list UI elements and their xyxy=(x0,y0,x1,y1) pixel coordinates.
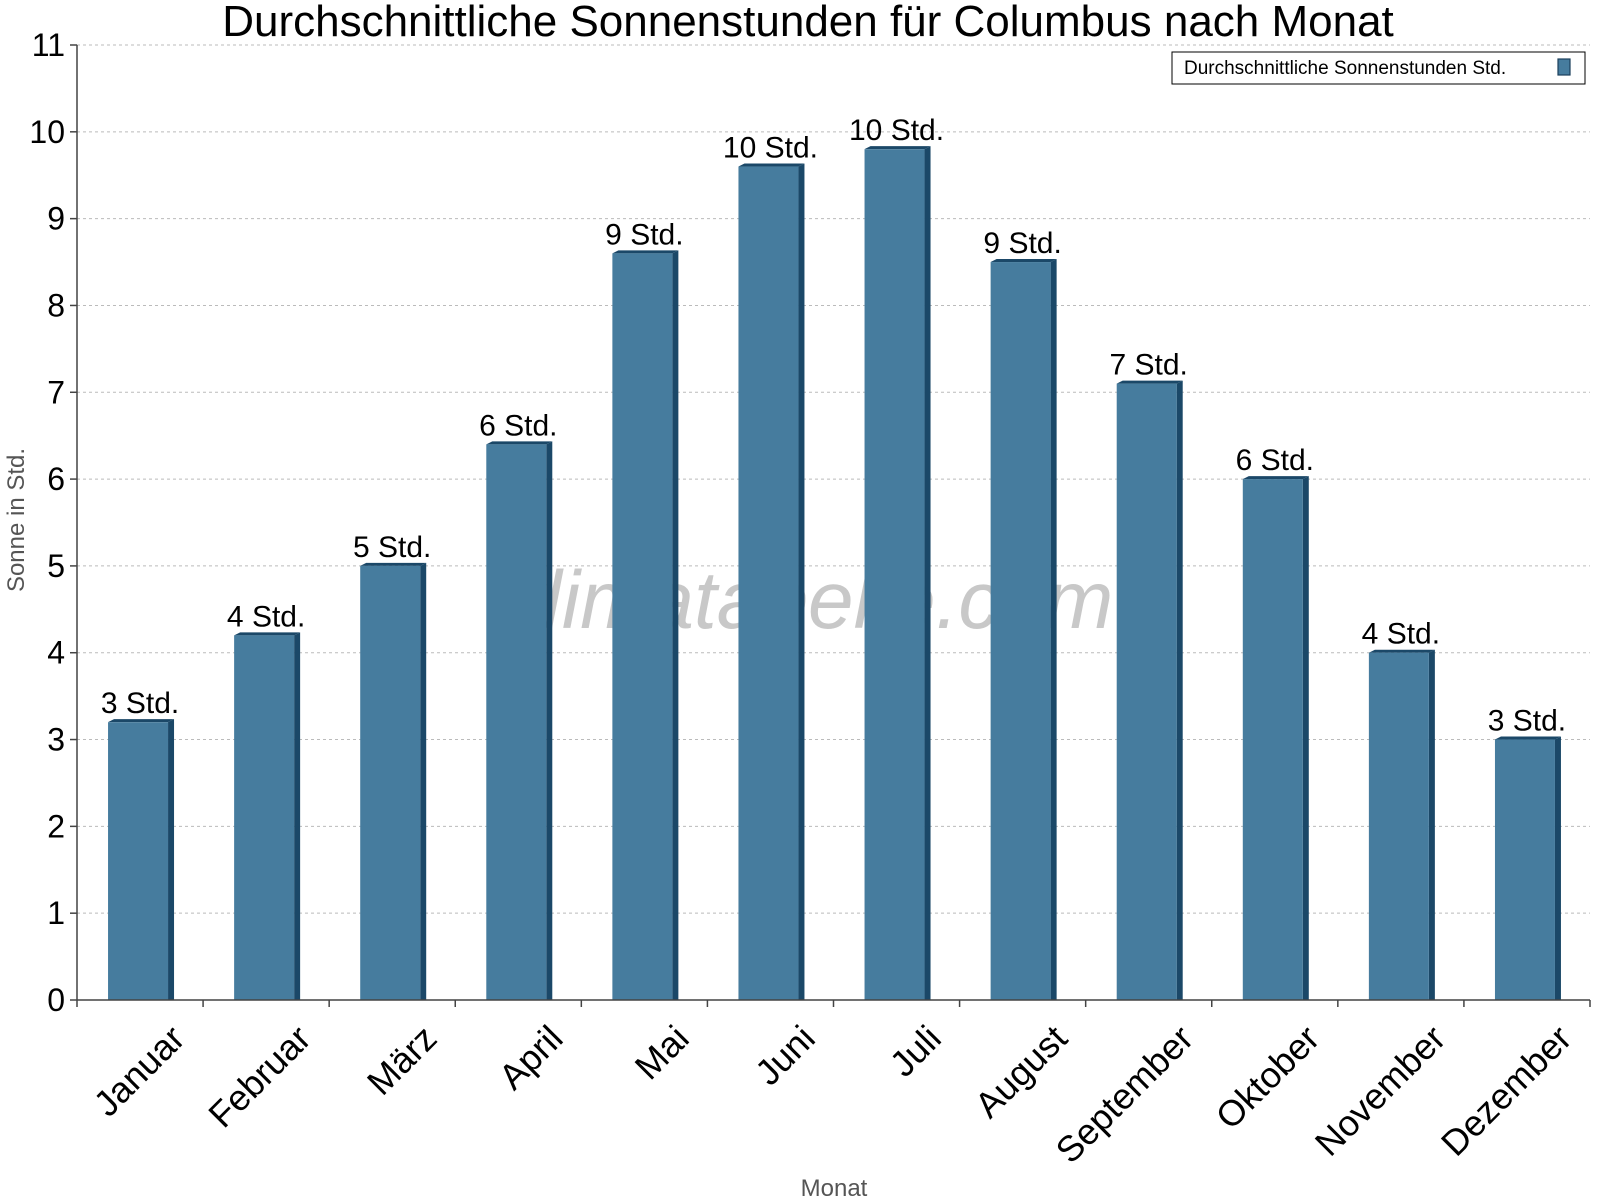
x-tick-label: März xyxy=(359,1017,445,1103)
bar xyxy=(864,146,931,1000)
bar-top xyxy=(990,259,1057,263)
bar-side xyxy=(1554,736,1561,1000)
bar-face xyxy=(360,565,421,1000)
bar-value-label: 5 Std. xyxy=(353,531,431,564)
bar xyxy=(486,441,553,1000)
bar-face xyxy=(1368,652,1429,1000)
bar xyxy=(612,250,679,1000)
bar-face xyxy=(990,262,1051,1001)
bar xyxy=(1116,380,1183,1000)
bar-face xyxy=(1116,383,1177,1000)
bar-side xyxy=(420,562,427,1000)
bar-value-label: 4 Std. xyxy=(1362,618,1440,651)
x-tick-label: Januar xyxy=(86,1017,193,1124)
y-tick-label: 8 xyxy=(47,287,65,323)
bar-value-label: 6 Std. xyxy=(479,409,557,442)
bar-value-label: 10 Std. xyxy=(723,132,818,165)
y-tick-label: 9 xyxy=(47,201,65,237)
bar-value-label: 3 Std. xyxy=(101,687,179,720)
bar xyxy=(108,719,175,1000)
bar-top xyxy=(108,719,175,723)
x-axis-title: Monat xyxy=(801,1175,868,1200)
bar-side xyxy=(546,441,553,1000)
bar xyxy=(234,632,301,1000)
y-axis-title: Sonne in Std. xyxy=(3,448,30,592)
bar-value-label: 4 Std. xyxy=(227,600,305,633)
bar-side xyxy=(168,719,175,1000)
grid-lines xyxy=(77,44,1590,914)
x-tick-labels: Januar Februar März April Mai Juni Juli AugustS… xyxy=(86,1017,1580,1171)
x-tick-label: Dezember xyxy=(1433,1017,1579,1163)
bar-side xyxy=(294,632,301,1000)
x-tick-label: September xyxy=(1048,1017,1202,1171)
bar-face xyxy=(108,722,169,1000)
bar-top xyxy=(1116,380,1183,384)
y-tick-labels: 0 1 2 3 4 5 6 7 8 9 10 11 xyxy=(29,27,65,1018)
bar-top xyxy=(486,441,553,445)
x-tick-label: Mai xyxy=(627,1017,697,1087)
bar-side xyxy=(798,163,805,1000)
bar-top xyxy=(1242,476,1309,480)
axes xyxy=(70,44,1591,1007)
y-tick-label: 4 xyxy=(47,635,65,671)
y-tick-label: 6 xyxy=(47,461,65,497)
bar xyxy=(360,562,427,1000)
bar xyxy=(990,259,1057,1001)
bar-side xyxy=(1302,476,1309,1000)
x-tick-label: Juli xyxy=(882,1017,949,1084)
legend-swatch xyxy=(1557,58,1571,76)
y-tick-label: 0 xyxy=(47,982,65,1018)
chart-title: Durchschnittliche Sonnenstunden für Colu… xyxy=(222,0,1394,46)
y-tick-label: 3 xyxy=(47,722,65,758)
x-tick-label: Juni xyxy=(747,1017,823,1093)
bar-side xyxy=(1176,380,1183,1000)
legend-box xyxy=(1171,51,1586,85)
bar-face xyxy=(1242,479,1303,1000)
bar-face xyxy=(486,444,547,1000)
y-tick-label: 1 xyxy=(47,895,65,931)
x-tick-label: Februar xyxy=(200,1017,318,1135)
bar-top xyxy=(864,146,931,150)
bar xyxy=(1368,649,1435,1000)
bar-face xyxy=(864,149,925,1000)
x-tick-label: April xyxy=(491,1017,571,1097)
bar-value-label: 3 Std. xyxy=(1488,705,1566,738)
bar-value-label: 7 Std. xyxy=(1110,349,1188,382)
bar-top xyxy=(360,562,427,566)
bar-top xyxy=(612,250,679,254)
bar-value-labels: 3 Std. 4 Std. 5 Std. 6 Std. 9 Std. 10 Std. 10 … xyxy=(101,114,1566,737)
bar xyxy=(738,163,805,1000)
bar-top xyxy=(1494,736,1561,740)
x-tick-label: November xyxy=(1307,1017,1453,1163)
bar-top xyxy=(1368,649,1435,653)
legend-label: Durchschnittliche Sonnenstunden Std. xyxy=(1184,58,1506,79)
bar-top xyxy=(738,163,805,167)
y-tick-label: 10 xyxy=(29,114,65,150)
bar-side xyxy=(1428,649,1435,1000)
bar xyxy=(1494,736,1561,1000)
bar-value-label: 10 Std. xyxy=(849,114,944,147)
bar-side xyxy=(1050,259,1057,1001)
bar-value-label: 6 Std. xyxy=(1236,444,1314,477)
bar-face xyxy=(1494,739,1555,1000)
legend: Durchschnittliche Sonnenstunden Std. xyxy=(1171,51,1586,85)
x-tick-label: August xyxy=(967,1017,1075,1125)
y-tick-label: 2 xyxy=(47,808,65,844)
y-tick-label: 7 xyxy=(47,374,65,410)
y-tick-label: 5 xyxy=(47,548,65,584)
y-tick-label: 11 xyxy=(32,27,65,63)
bar-face xyxy=(612,253,673,1000)
bar-value-label: 9 Std. xyxy=(605,218,683,251)
bar xyxy=(1242,476,1309,1000)
bar-side xyxy=(672,250,679,1000)
bar-face xyxy=(738,166,799,1000)
bar-side xyxy=(924,146,931,1000)
bars xyxy=(108,146,1561,1001)
x-tick-label: Oktober xyxy=(1208,1017,1328,1137)
bar-value-label: 9 Std. xyxy=(983,227,1061,260)
bar-face xyxy=(234,635,295,1000)
bar-top xyxy=(234,632,301,636)
